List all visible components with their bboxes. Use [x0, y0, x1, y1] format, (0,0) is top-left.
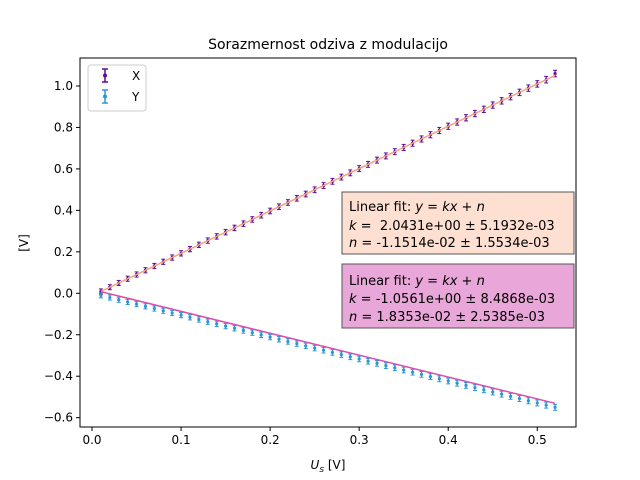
data-point-y — [143, 303, 148, 310]
fit-box-y-k-value: = -1.0561e+00 ± 8.4868e-03 — [357, 292, 556, 307]
legend: X Y — [87, 64, 147, 112]
data-point-y — [116, 296, 121, 303]
series-y — [98, 292, 558, 411]
data-point-y — [366, 357, 371, 365]
data-point-y — [259, 331, 264, 339]
data-point-y — [312, 344, 317, 352]
fit-box-x-formula: y = kx + n — [414, 200, 484, 215]
fit-annotation-x: Linear fit: y = kx + n k = 2.0431e+00 ± … — [341, 191, 575, 255]
data-point-y — [196, 316, 201, 323]
data-point-y — [134, 301, 139, 308]
data-point-y — [161, 307, 166, 314]
data-point-y — [250, 329, 255, 336]
x-tick-label: 0.3 — [350, 433, 369, 447]
fit-box-y-k: k = -1.0561e+00 ± 8.4868e-03 — [349, 292, 555, 307]
data-point-y — [179, 312, 184, 319]
data-point-y — [107, 294, 112, 301]
data-point-y — [214, 320, 219, 328]
fit-box-y-background — [341, 263, 575, 329]
data-point-y — [152, 305, 157, 312]
fit-box-x-n-symbol: n — [349, 236, 357, 251]
fit-box-x-line1: Linear fit: y = kx + n — [349, 200, 485, 215]
y-axis: −0.6 −0.4 −0.2 0.0 0.2 0.4 0.6 0.8 1.0 — [44, 79, 80, 425]
data-point-y — [455, 379, 460, 387]
y-tick-label: 0.4 — [54, 203, 73, 217]
data-point-y — [294, 340, 299, 347]
fit-box-y-n-value: = 1.8353e-02 ± 2.5385e-03 — [357, 310, 545, 325]
y-tick-label: 0.8 — [54, 120, 73, 134]
fit-line-x — [100, 74, 556, 293]
y-tick-label: 0.6 — [54, 162, 73, 176]
chart-title: Sorazmernost odziva z modulacijo — [208, 37, 448, 53]
fit-box-y-k-symbol: k — [349, 292, 357, 307]
legend-marker-x — [102, 68, 108, 83]
fit-box-x-k-symbol: k — [349, 219, 357, 234]
data-point-y — [232, 325, 237, 332]
x-axis: 0.0 0.1 0.2 0.3 0.4 0.5 — [82, 427, 547, 447]
x-tick-label: 0.4 — [439, 433, 458, 447]
y-tick-label: −0.4 — [44, 369, 73, 383]
fit-box-x-background — [341, 191, 575, 255]
fit-box-y-n-symbol: n — [349, 310, 357, 325]
y-axis-label: [V] — [17, 234, 31, 252]
data-point-y — [535, 399, 540, 407]
fit-box-y-formula: y = kx + n — [414, 274, 484, 289]
fit-box-x-n: n = -1.1514e-02 ± 1.5534e-03 — [349, 236, 550, 251]
data-point-y — [223, 322, 228, 330]
legend-label-y: Y — [131, 90, 140, 104]
legend-marker-y — [102, 89, 108, 104]
data-point-y — [170, 309, 175, 317]
fit-box-x-k: k = 2.0431e+00 ± 5.1932e-03 — [349, 219, 555, 234]
legend-label-x: X — [132, 69, 140, 83]
fit-box-x-n-value: = -1.1514e-02 ± 1.5534e-03 — [357, 236, 549, 251]
y-tick-label: 1.0 — [54, 79, 73, 93]
x-axis-label: Us [V] — [311, 458, 346, 475]
x-tick-label: 0.2 — [261, 433, 280, 447]
x-tick-label: 0.0 — [82, 433, 101, 447]
data-point-y — [348, 353, 353, 361]
fit-box-y-n: n = 1.8353e-02 ± 2.5385e-03 — [349, 310, 545, 325]
y-tick-label: −0.6 — [44, 411, 73, 425]
x-tick-label: 0.1 — [172, 433, 191, 447]
y-tick-label: 0.0 — [54, 286, 73, 300]
axes-frame — [79, 57, 577, 428]
data-point-y — [526, 397, 531, 405]
data-point-y — [98, 292, 103, 299]
data-point-y — [187, 314, 192, 321]
data-point-y — [553, 403, 558, 411]
fit-box-x-prefix: Linear fit: — [349, 200, 415, 215]
legend-frame — [87, 64, 147, 112]
data-point-y — [241, 327, 246, 334]
data-point-y — [285, 338, 290, 345]
data-point-y — [508, 392, 513, 400]
fit-box-y-prefix: Linear fit: — [349, 274, 415, 289]
data-point-y — [125, 298, 130, 305]
data-point-y — [374, 360, 379, 367]
y-tick-label: 0.2 — [54, 245, 73, 259]
data-point-y — [517, 395, 522, 403]
fit-line-y — [100, 290, 556, 405]
fit-annotation-y: Linear fit: y = kx + n k = -1.0561e+00 ±… — [341, 263, 575, 329]
fit-box-x-k-value: = 2.0431e+00 ± 5.1932e-03 — [357, 219, 555, 234]
fit-box-y-line1: Linear fit: y = kx + n — [349, 274, 485, 289]
data-point-y — [277, 336, 282, 343]
plot-area — [98, 69, 558, 411]
y-tick-label: −0.2 — [44, 328, 73, 342]
data-point-y — [205, 318, 210, 325]
x-tick-label: 0.5 — [528, 433, 547, 447]
